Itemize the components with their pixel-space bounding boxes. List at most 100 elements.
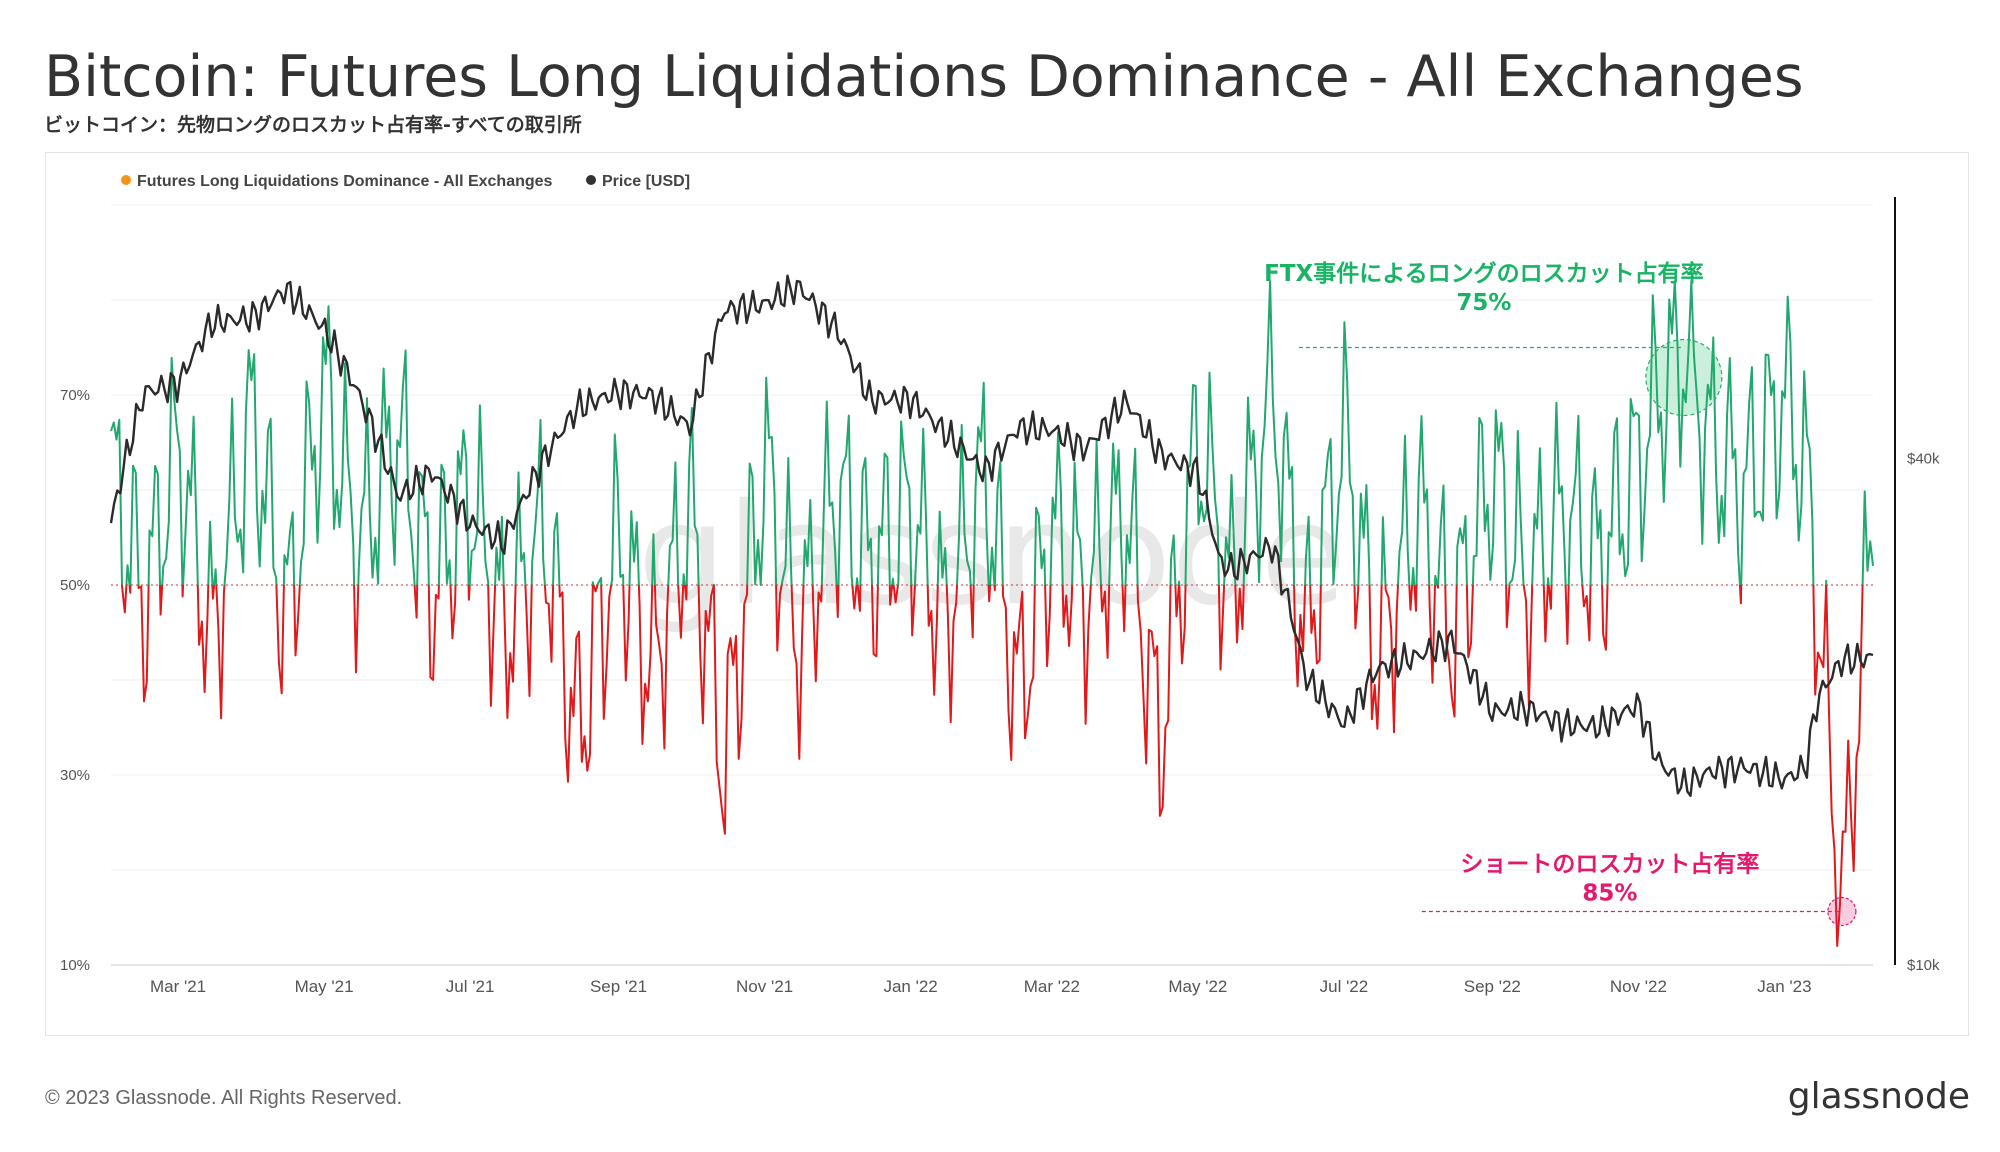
dominance-line-above-50: [682, 573, 686, 586]
page-title: Bitcoin: Futures Long Liquidations Domin…: [44, 44, 1804, 110]
dominance-line-below-50: [1428, 584, 1436, 684]
dominance-line-above-50: [651, 533, 656, 586]
legend-price-label[interactable]: Price [USD]: [602, 173, 690, 190]
dominance-line-below-50: [910, 584, 916, 637]
x-tick-label: Jul '21: [446, 977, 495, 996]
dominance-line-below-50: [196, 584, 210, 694]
dominance-line-below-50: [775, 584, 783, 652]
dominance-line-below-50: [622, 584, 631, 682]
dominance-line-below-50: [1061, 584, 1074, 647]
dominance-line-above-50: [891, 577, 895, 586]
dominance-line-above-50: [161, 356, 184, 586]
dominance-line-below-50: [558, 584, 594, 783]
dominance-line-below-50: [653, 584, 670, 750]
dominance-line-below-50: [835, 584, 840, 618]
dominance-line-above-50: [357, 349, 416, 586]
dominance-line-above-50: [972, 381, 990, 586]
x-tick-label: Mar '22: [1024, 977, 1080, 996]
dominance-line-below-50: [128, 584, 132, 594]
dominance-line-above-50: [667, 461, 680, 586]
dominance-line-above-50: [416, 471, 430, 586]
y-left-tick-label: 30%: [60, 767, 90, 784]
dominance-line-above-50: [298, 305, 356, 586]
dominance-line-below-50: [1465, 584, 1474, 659]
dominance-line-above-50: [1184, 371, 1220, 586]
dominance-line-below-50: [677, 584, 685, 639]
dominance-line-below-50: [1581, 584, 1592, 642]
x-tick-label: Jan '22: [883, 977, 937, 996]
dominance-line-below-50: [1812, 584, 1828, 696]
dominance-line-below-50: [215, 584, 226, 720]
dominance-line-below-50: [275, 584, 285, 695]
dominance-line-above-50: [1397, 434, 1411, 586]
dominance-line-above-50: [1319, 321, 1356, 586]
x-tick-label: Nov '22: [1610, 977, 1667, 996]
dominance-line-above-50: [876, 452, 891, 586]
dominance-line-above-50: [1411, 567, 1416, 586]
y-left-tick-label: 10%: [60, 957, 90, 974]
dominance-line-above-50: [820, 400, 838, 586]
x-tick-label: Nov '21: [736, 977, 793, 996]
dominance-line-above-50: [989, 546, 996, 586]
dominance-line-above-50: [685, 407, 700, 586]
dominance-line-below-50: [945, 584, 958, 724]
x-tick-label: Sep '21: [590, 977, 647, 996]
footer-copyright: © 2023 Glassnode. All Rights Reserved.: [45, 1087, 403, 1109]
dominance-line-below-50: [427, 584, 440, 681]
dominance-line-below-50: [1408, 584, 1414, 611]
dominance-line-above-50: [494, 515, 505, 586]
dominance-line-below-50: [987, 584, 992, 603]
dominance-line-below-50: [1368, 584, 1383, 730]
dominance-line-below-50: [1178, 584, 1187, 665]
dominance-line-above-50: [1071, 461, 1084, 586]
x-tick-label: May '22: [1168, 977, 1227, 996]
glassnode-logo: glassnode: [1787, 1076, 1970, 1117]
dominance-line-below-50: [1044, 584, 1052, 668]
dominance-line-above-50: [1380, 516, 1387, 586]
ftx-annotation-text: FTX事件によるロングのロスカット占有率: [1264, 260, 1703, 287]
dominance-line-above-50: [837, 414, 854, 586]
dominance-line-below-50: [1217, 584, 1226, 671]
dominance-line-above-50: [596, 577, 603, 586]
y-right-tick-label: $10k: [1907, 957, 1940, 974]
dominance-line-above-50: [1531, 447, 1545, 586]
dominance-line-below-50: [1353, 584, 1360, 630]
dominance-line-above-50: [1740, 295, 1815, 586]
dominance-line-below-50: [1542, 584, 1549, 643]
dominance-line-above-50: [1455, 515, 1468, 586]
dominance-line-above-50: [1049, 431, 1064, 586]
dominance-line-below-50: [1547, 584, 1553, 610]
legend-dominance-label[interactable]: Futures Long Liquidations Dominance - Al…: [137, 173, 553, 190]
dominance-line-above-50: [514, 471, 527, 586]
dominance-line-below-50: [1522, 584, 1534, 708]
short-annotation-value: 85%: [1582, 881, 1637, 907]
dominance-line-above-50: [591, 581, 595, 586]
short-annotation-text: ショートのロスカット占有率: [1460, 851, 1759, 878]
dominance-line-above-50: [1169, 534, 1177, 586]
dominance-line-below-50: [1564, 584, 1570, 645]
dominance-line-below-50: [637, 584, 654, 745]
x-tick-label: Jan '23: [1757, 977, 1811, 996]
ftx-highlight-circle: [1645, 338, 1723, 417]
dominance-line-above-50: [1242, 280, 1296, 586]
dominance-line-below-50: [293, 584, 301, 657]
dominance-line-above-50: [1108, 442, 1124, 586]
dominance-line-below-50: [1384, 584, 1399, 734]
dominance-line-above-50: [610, 433, 625, 586]
dominance-line-below-50: [592, 584, 599, 593]
page-subtitle: ビットコイン：先物ロングのロスカット占有率-すべての取引所: [44, 114, 582, 136]
dominance-line-below-50: [543, 584, 555, 663]
dominance-line-below-50: [1121, 584, 1127, 633]
dominance-line-below-50: [449, 584, 457, 640]
dominance-line-above-50: [213, 568, 218, 586]
dominance-line-above-50: [1437, 484, 1447, 586]
dominance-line-above-50: [110, 418, 123, 586]
dominance-line-below-50: [888, 584, 894, 606]
dominance-line-below-50: [926, 584, 939, 696]
dominance-line-below-50: [524, 584, 533, 697]
dominance-line-below-50: [892, 584, 899, 604]
dominance-line-below-50: [811, 584, 823, 683]
chart-frame: glassnode 10% 30% 50% 70% $10k $40k Mar '21 May …: [45, 152, 1969, 1036]
dominance-line-below-50: [1436, 584, 1440, 589]
dominance-line-below-50: [1001, 584, 1036, 761]
